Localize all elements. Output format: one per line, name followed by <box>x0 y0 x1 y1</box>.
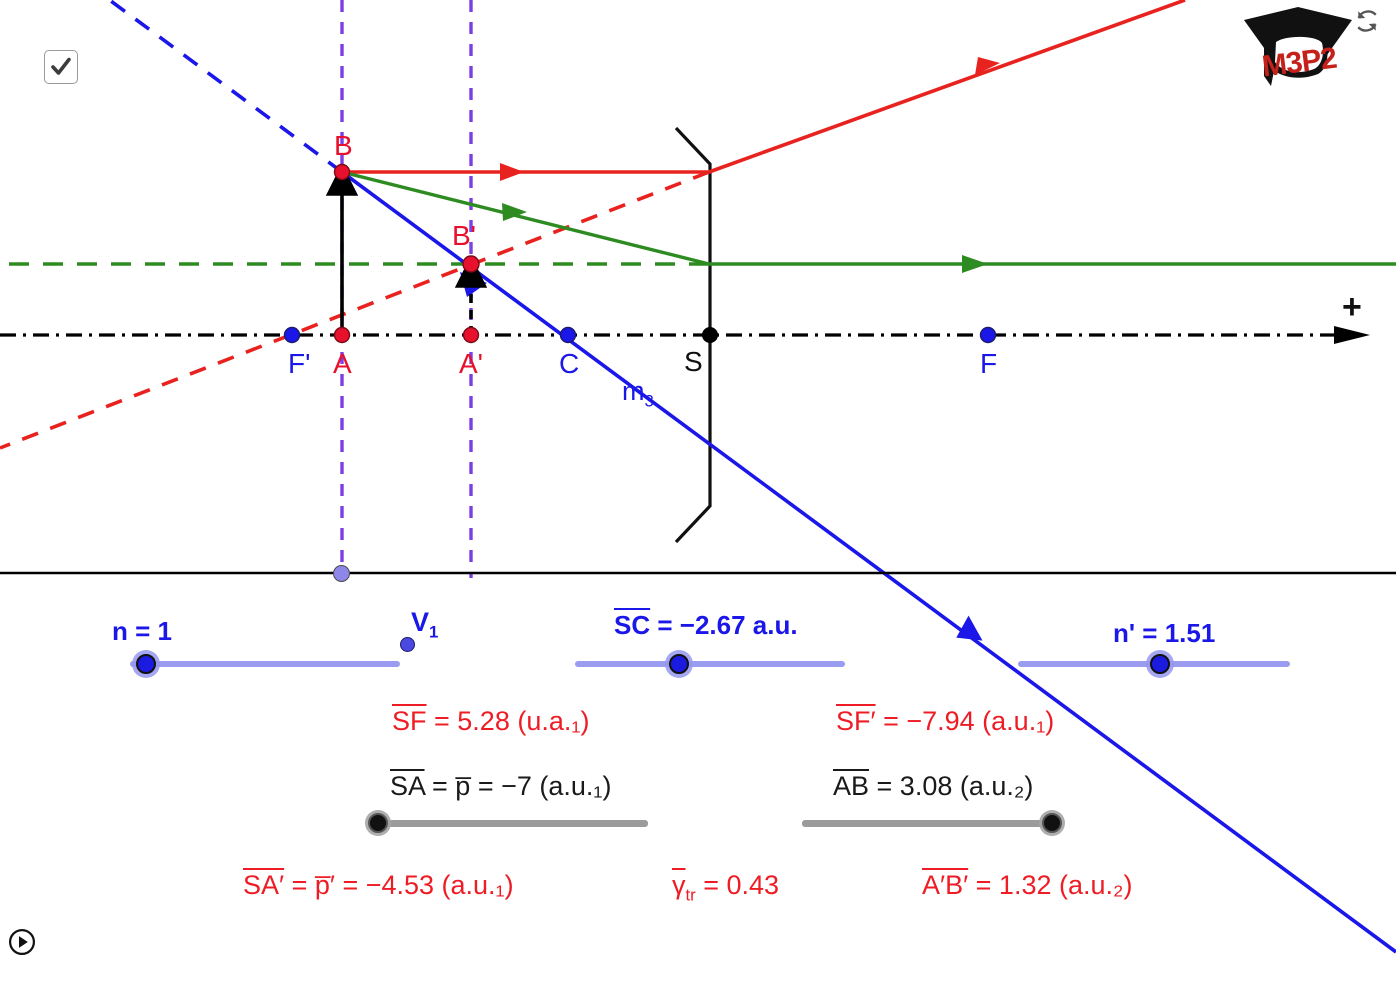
readout-SFprime: SF′ = −7.94 (a.u.₁) <box>836 708 1054 735</box>
slider-SA-track[interactable] <box>368 820 648 827</box>
readout-SFprime-bar: SF′ <box>836 706 876 736</box>
readout-SF-rest: = 5.28 (u.a.₁) <box>426 706 590 736</box>
ray-label-text: m <box>622 376 645 406</box>
optical-axis <box>0 326 1370 344</box>
slider-SC-track[interactable] <box>575 661 845 667</box>
slider-nprime-knob[interactable] <box>1150 654 1170 674</box>
label-F: F <box>980 348 998 379</box>
graduation-cap-icon <box>1244 7 1352 86</box>
point-Bprime <box>462 255 480 273</box>
readout-gamma: γtr = 0.43 <box>672 870 780 904</box>
slider-caption-AB-bar: AB <box>833 771 870 801</box>
visibility-checkbox[interactable] <box>44 50 78 84</box>
ray-label-sub: 3 <box>644 391 654 411</box>
point-Aprime <box>462 326 480 344</box>
slider-nprime[interactable] <box>1018 653 1290 675</box>
slider-n[interactable] <box>130 653 400 675</box>
diagram-points[interactable] <box>283 163 997 344</box>
readout-ApBp-rest: = 1.32 (a.u.₂) <box>968 870 1133 900</box>
slider-n-track[interactable] <box>130 661 400 667</box>
ray-parallel-red <box>0 0 1186 450</box>
label-B: B <box>334 130 353 161</box>
construction-lines <box>340 0 473 578</box>
label-A: A <box>333 348 352 379</box>
slider-SA-knob[interactable] <box>368 813 388 833</box>
point-A <box>333 326 351 344</box>
slider-SC-knob[interactable] <box>669 654 689 674</box>
label-ray-m3: m3 <box>622 376 654 410</box>
slider-caption-SC-rest: = −2.67 a.u. <box>650 610 798 640</box>
readout-SAprime-rest: = p̅′ = −4.53 (a.u.₁) <box>284 870 514 900</box>
label-V1: V1 <box>411 607 438 641</box>
readout-gamma-sub: tr <box>685 885 696 905</box>
point-S <box>702 327 718 343</box>
slider-caption-nprime: n' = 1.51 <box>1113 618 1216 648</box>
readout-SF: SF = 5.28 (u.a.₁) <box>392 708 589 735</box>
point-F <box>979 326 997 344</box>
readout-SFprime-rest: = −7.94 (a.u.₁) <box>875 706 1055 736</box>
readout-SF-bar: SF <box>392 706 427 736</box>
v1-text: V <box>411 607 430 637</box>
slider-caption-AB: AB = 3.08 (a.u.₂) <box>833 773 1033 800</box>
slider-SA[interactable] <box>368 812 648 834</box>
v1-sub: 1 <box>429 622 439 642</box>
plus-sign-marker: + <box>1342 288 1362 326</box>
slider-caption-SA-bar: SA <box>390 771 425 801</box>
checkmark-icon <box>51 57 71 75</box>
slider-AB-track[interactable] <box>802 820 1062 827</box>
baseline-drag-point[interactable] <box>333 565 350 582</box>
slider-caption-SA-rest: = p̅ = −7 (a.u.₁) <box>424 771 612 801</box>
point-Fprime <box>283 326 301 344</box>
label-C: C <box>559 348 580 379</box>
readout-gamma-symbol: γ <box>672 870 686 900</box>
slider-AB[interactable] <box>802 812 1062 834</box>
readout-gamma-value: = 0.43 <box>695 870 780 900</box>
label-Aprime: A' <box>459 348 484 379</box>
slider-caption-AB-rest: = 3.08 (a.u.₂) <box>869 771 1034 801</box>
slider-n-knob[interactable] <box>136 654 156 674</box>
slider-SC[interactable] <box>575 653 845 675</box>
readout-SAprime-bar: SA′ <box>243 870 285 900</box>
play-circle-icon[interactable] <box>8 928 36 956</box>
readout-ApBp-bar: A′B′ <box>922 870 969 900</box>
point-C <box>559 326 577 344</box>
point-V1-marker[interactable] <box>400 637 415 652</box>
slider-AB-knob[interactable] <box>1042 813 1062 833</box>
m3p2-logo: M3P2 <box>1238 4 1358 96</box>
slider-caption-SA: SA = p̅ = −7 (a.u.₁) <box>390 773 612 800</box>
readout-ApBp: A′B′ = 1.32 (a.u.₂) <box>922 872 1132 899</box>
slider-caption-SC: SC = −2.67 a.u. <box>614 612 798 638</box>
slider-caption-SC-bar: SC <box>614 610 651 640</box>
slider-caption-n: n = 1 <box>112 616 172 646</box>
label-Fprime: F' <box>288 348 311 379</box>
label-S: S <box>684 346 703 377</box>
ray-focal-green <box>0 170 1396 273</box>
point-B <box>333 163 351 181</box>
ray-center-blue <box>106 0 1396 954</box>
readout-SAprime: SA′ = p̅′ = −4.53 (a.u.₁) <box>243 872 514 899</box>
label-Bprime: B' <box>452 220 477 251</box>
refresh-icon[interactable] <box>1352 6 1382 36</box>
